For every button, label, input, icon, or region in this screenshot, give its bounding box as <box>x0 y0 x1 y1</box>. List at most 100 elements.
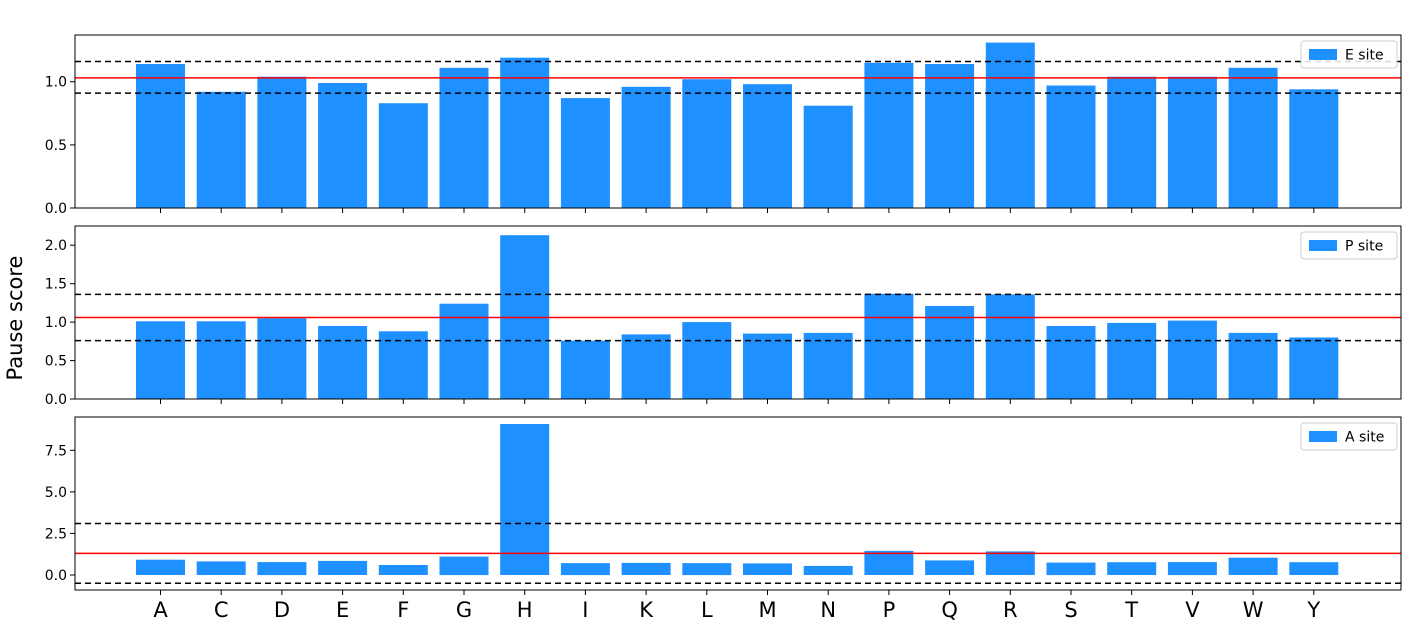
bar-m <box>743 563 792 575</box>
y-tick-label: 1.0 <box>45 75 67 91</box>
bar-a <box>136 64 185 208</box>
bar-g <box>439 303 489 399</box>
x-tick-label-a: A <box>153 598 168 622</box>
bar-h <box>500 424 550 575</box>
bar-v <box>1167 320 1217 399</box>
x-tick-label-d: D <box>274 598 290 622</box>
x-tick-label-f: F <box>397 598 409 622</box>
x-tick-label-s: S <box>1064 598 1077 622</box>
x-tick-label-g: G <box>456 598 472 622</box>
bar-r <box>985 42 1035 208</box>
legend-swatch <box>1309 49 1337 60</box>
bar-s <box>1046 326 1096 399</box>
bar-c <box>196 91 246 208</box>
legend: P site <box>1300 231 1398 260</box>
y-tick-label: 0.0 <box>45 201 67 217</box>
bar-y <box>1289 562 1339 575</box>
bar-v <box>1167 562 1217 576</box>
bar-m <box>743 84 792 208</box>
bar-n <box>803 105 853 208</box>
legend-label: E site <box>1345 48 1384 64</box>
legend: A site <box>1300 422 1398 451</box>
bar-w <box>1228 557 1278 575</box>
bar-w <box>1228 332 1278 399</box>
y-tick-label: 0.0 <box>45 568 67 584</box>
bar-c <box>196 561 246 575</box>
legend-swatch <box>1309 240 1337 251</box>
y-tick-label: 0.5 <box>45 354 67 370</box>
bar-l <box>682 563 732 576</box>
bar-l <box>682 79 732 208</box>
y-tick-label: 1.0 <box>45 315 67 331</box>
bar-e <box>318 560 368 575</box>
bar-t <box>1107 322 1157 399</box>
bar-t <box>1107 562 1157 575</box>
panel-2: 0.0 0.5 1.0 1.5 2.0 P site <box>45 225 1402 408</box>
x-tick-label-n: N <box>820 598 836 622</box>
bar-g <box>439 556 489 576</box>
x-tick-label-p: P <box>883 598 896 622</box>
bar-q <box>925 560 975 575</box>
bar-n <box>803 332 853 399</box>
x-tick-label-e: E <box>336 598 349 622</box>
bar-g <box>439 67 489 208</box>
x-tick-label-h: H <box>517 598 533 622</box>
bar-p <box>864 293 914 399</box>
x-tick-label-t: T <box>1124 598 1138 622</box>
y-tick-label: 1.5 <box>45 277 67 293</box>
panel-3: 0.0 2.5 5.0 7.5 A C D E F G H I K L M N P Q R S T V W Y A site <box>45 416 1402 622</box>
bar-d <box>257 562 307 576</box>
legend-box <box>1300 231 1398 260</box>
bar-a <box>136 321 185 399</box>
x-tick-label-i: I <box>582 598 588 622</box>
x-tick-label-y: Y <box>1306 598 1320 622</box>
bar-c <box>196 321 246 399</box>
bar-e <box>318 326 368 399</box>
x-tick-label-w: W <box>1243 598 1264 622</box>
bar-n <box>803 565 853 575</box>
legend-swatch <box>1309 431 1337 442</box>
bar-k <box>621 562 671 575</box>
bar-k <box>621 86 671 208</box>
bar-v <box>1167 76 1217 208</box>
legend-label: A site <box>1345 430 1384 446</box>
panels-group: 0.0 0.5 1.0 E site 0.0 0.5 1.0 1.5 2.0 P site 0.0 2… <box>45 34 1402 622</box>
y-axis-label: Pause score <box>3 256 27 381</box>
axes-frame <box>74 34 1402 209</box>
bar-q <box>925 64 975 208</box>
panel-1: 0.0 0.5 1.0 E site <box>45 34 1402 217</box>
bar-r <box>985 551 1035 575</box>
x-tick-label-v: V <box>1185 598 1200 622</box>
y-tick-label: 0.5 <box>45 138 67 154</box>
x-tick-label-r: R <box>1003 598 1018 622</box>
axes-frame <box>74 225 1402 400</box>
bar-t <box>1107 76 1157 208</box>
bar-w <box>1228 67 1278 208</box>
bar-p <box>864 550 914 575</box>
legend-box <box>1300 422 1398 451</box>
bar-a <box>136 559 185 575</box>
x-tick-label-m: M <box>758 598 776 622</box>
y-tick-label: 2.5 <box>45 526 67 542</box>
bar-l <box>682 322 732 399</box>
bar-s <box>1046 85 1096 208</box>
bar-p <box>864 62 914 208</box>
bar-y <box>1289 337 1339 399</box>
x-tick-label-c: C <box>214 598 229 622</box>
legend: E site <box>1300 40 1398 69</box>
x-tick-label-k: K <box>639 598 654 622</box>
bar-y <box>1289 89 1339 208</box>
x-tick-label-q: Q <box>941 598 958 622</box>
legend-box <box>1300 40 1398 69</box>
bar-d <box>257 76 307 208</box>
bar-q <box>925 306 975 399</box>
bar-i <box>560 563 610 576</box>
bar-s <box>1046 562 1096 576</box>
bar-d <box>257 318 307 399</box>
y-tick-label: 2.0 <box>45 238 67 254</box>
bar-r <box>985 294 1035 399</box>
bar-i <box>560 98 610 208</box>
y-tick-label: 5.0 <box>45 485 67 501</box>
bar-e <box>318 83 368 208</box>
